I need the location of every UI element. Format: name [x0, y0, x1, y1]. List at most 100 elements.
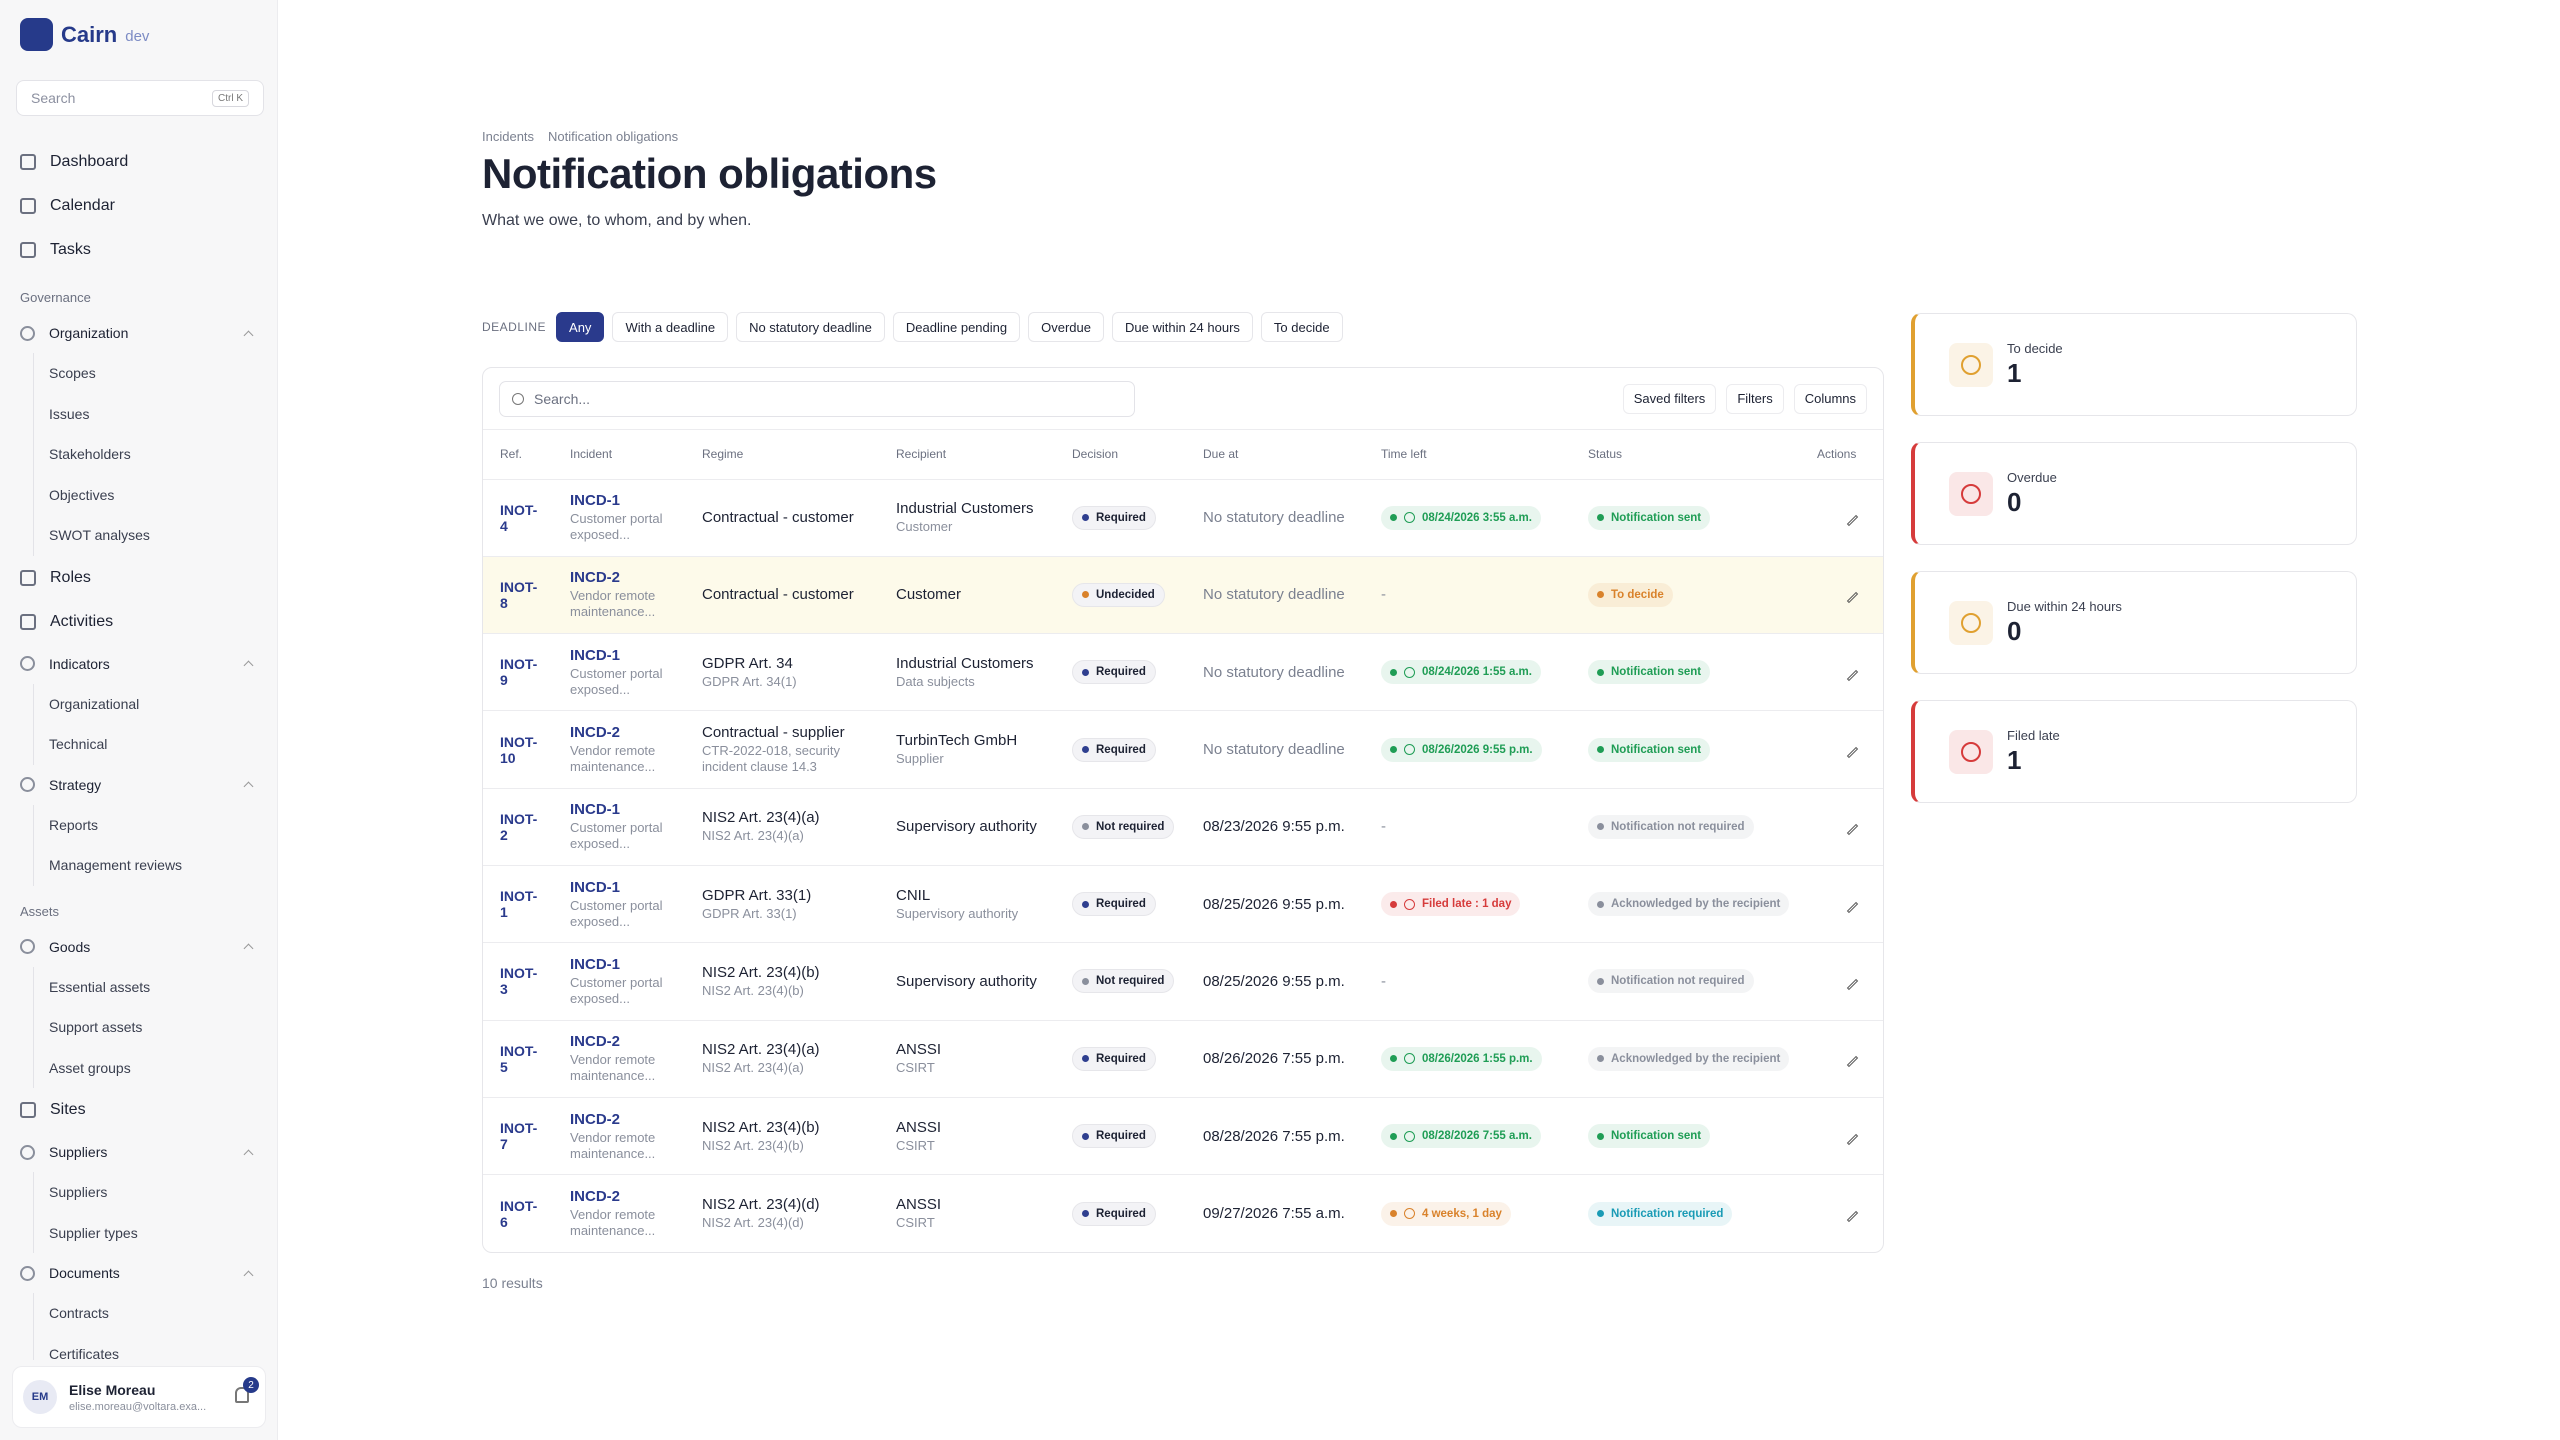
incident-link[interactable]: INCD-2	[570, 724, 621, 742]
table-row[interactable]: INOT-7 INCD-2 Vendor remote maintenance...…	[483, 1097, 1883, 1176]
table-row[interactable]: INOT-4 INCD-1 Customer portal exposed... Co…	[483, 479, 1883, 557]
nav-subitem[interactable]: Certificates	[33, 1333, 277, 1360]
column-header[interactable]: Recipient	[892, 430, 1068, 480]
table-row[interactable]: INOT-1 INCD-1 Customer portal exposed... GD…	[483, 865, 1883, 944]
stat-card[interactable]: To decide 1	[1911, 313, 2357, 416]
column-header[interactable]: Due at	[1199, 430, 1377, 480]
incident-link[interactable]: INCD-1	[570, 955, 621, 973]
incident-link[interactable]: INCD-1	[570, 878, 621, 896]
nav-subitem[interactable]: Suppliers	[33, 1172, 277, 1213]
column-header[interactable]: Incident	[566, 430, 698, 480]
ref[interactable]: INOT-9	[500, 656, 538, 689]
nav-subitem[interactable]: Technical	[33, 724, 277, 765]
nav-subitem[interactable]: Supplier types	[33, 1212, 277, 1253]
nav-item[interactable]: Dashboard	[0, 140, 277, 184]
table-row[interactable]: INOT-9 INCD-1 Customer portal exposed... GD…	[483, 633, 1883, 712]
nav-subitem[interactable]: Asset groups	[33, 1047, 277, 1088]
time-icon	[1404, 666, 1415, 678]
nav-subitem[interactable]: SWOT analyses	[33, 515, 277, 556]
edit-button[interactable]	[1846, 592, 1858, 604]
edit-button[interactable]	[1846, 746, 1858, 759]
breadcrumb-item[interactable]: Incidents	[482, 129, 535, 144]
logo[interactable]: Cairn dev	[20, 18, 149, 51]
nav-subitem[interactable]: Contracts	[33, 1293, 277, 1334]
table-row[interactable]: INOT-8 INCD-2 Vendor remote maintenance...…	[483, 556, 1883, 635]
incident-link[interactable]: INCD-1	[570, 646, 621, 664]
table-row[interactable]: INOT-5 INCD-2 Vendor remote maintenance...…	[483, 1020, 1883, 1098]
nav-item[interactable]: Activities	[0, 600, 277, 644]
nav-group[interactable]: Organization	[0, 313, 277, 353]
sidebar-search[interactable]: Search Ctrl K	[16, 80, 264, 116]
edit-button[interactable]	[1846, 1210, 1858, 1223]
nav-item[interactable]: Calendar	[0, 184, 277, 228]
nav-subitem[interactable]: Essential assets	[33, 966, 277, 1007]
ref[interactable]: INOT-4	[500, 501, 538, 534]
column-header[interactable]: Status	[1584, 430, 1813, 480]
incident-link[interactable]: INCD-2	[570, 1033, 621, 1051]
edit-button[interactable]	[1846, 978, 1858, 991]
nav-subitem[interactable]: Support assets	[33, 1007, 277, 1048]
filter-pill[interactable]: Overdue	[1028, 312, 1104, 342]
incident-link[interactable]: INCD-2	[570, 1110, 621, 1128]
incident-link[interactable]: INCD-2	[570, 1188, 621, 1206]
stat-card[interactable]: Filed late 1	[1911, 700, 2357, 803]
cell: Notification required	[1584, 1175, 1813, 1252]
nav-subitem[interactable]: Objectives	[33, 474, 277, 515]
column-header[interactable]: Regime	[698, 430, 892, 480]
filter-pill[interactable]: Deadline pending	[892, 312, 1021, 342]
stat-card[interactable]: Overdue 0	[1911, 442, 2357, 545]
edit-button[interactable]	[1846, 669, 1858, 681]
column-header[interactable]: Time left	[1377, 430, 1584, 480]
nav-subitem[interactable]: Organizational	[33, 683, 277, 724]
tool-button[interactable]: Columns	[1793, 383, 1867, 414]
edit-button[interactable]	[1846, 824, 1858, 836]
column-header[interactable]: Ref.	[483, 430, 566, 480]
nav-group[interactable]: Suppliers	[0, 1132, 277, 1172]
edit-button[interactable]	[1846, 901, 1858, 913]
nav-subitem[interactable]: Stakeholders	[33, 434, 277, 475]
cell: Contractual - customer	[698, 479, 892, 557]
ref[interactable]: INOT-1	[500, 888, 538, 921]
nav-item[interactable]: Roles	[0, 556, 277, 600]
ref[interactable]: INOT-6	[500, 1197, 538, 1230]
nav-subitem[interactable]: Scopes	[33, 353, 277, 394]
table-row[interactable]: INOT-6 INCD-2 Vendor remote maintenance...…	[483, 1175, 1883, 1252]
ref[interactable]: INOT-3	[500, 965, 538, 998]
column-header[interactable]: Decision	[1068, 430, 1199, 480]
ref[interactable]: INOT-5	[500, 1042, 538, 1075]
incident-link[interactable]: INCD-2	[570, 569, 621, 587]
filter-pill[interactable]: With a deadline	[612, 312, 729, 342]
nav-subitem[interactable]: Reports	[33, 804, 277, 845]
ref[interactable]: INOT-8	[500, 578, 538, 611]
incident-link[interactable]: INCD-1	[570, 492, 621, 510]
table-row[interactable]: INOT-10 INCD-2 Vendor remote maintenance..…	[483, 710, 1883, 789]
incident-link[interactable]: INCD-1	[570, 801, 621, 819]
stat-card[interactable]: Due within 24 hours 0	[1911, 571, 2357, 674]
tool-button[interactable]: Filters	[1726, 383, 1784, 414]
filter-pill[interactable]: No statutory deadline	[736, 312, 885, 342]
nav-subitem[interactable]: Management reviews	[33, 845, 277, 886]
table-search[interactable]: Search...	[499, 380, 1135, 417]
nav-item[interactable]: Sites	[0, 1088, 277, 1132]
nav-group[interactable]: Indicators	[0, 644, 277, 684]
ref[interactable]: INOT-2	[500, 810, 538, 843]
nav-group[interactable]: Documents	[0, 1253, 277, 1293]
nav-group[interactable]: Goods	[0, 927, 277, 967]
ref[interactable]: INOT-10	[500, 733, 538, 766]
nav-group[interactable]: Strategy	[0, 765, 277, 805]
edit-button[interactable]	[1846, 1056, 1858, 1068]
table-row[interactable]: INOT-2 INCD-1 Customer portal exposed... NI…	[483, 788, 1883, 866]
user-menu[interactable]: EM Elise Moreau elise.moreau@voltara.exa..…	[12, 1366, 266, 1428]
status-chip: Notification sent	[1588, 660, 1711, 685]
ref[interactable]: INOT-7	[500, 1120, 538, 1153]
tool-button[interactable]: Saved filters	[1622, 383, 1717, 414]
nav-subitem[interactable]: Issues	[33, 393, 277, 434]
nav-item[interactable]: Tasks	[0, 228, 277, 272]
bell[interactable]	[235, 1387, 249, 1403]
filter-pill[interactable]: To decide	[1260, 312, 1343, 342]
table-row[interactable]: INOT-3 INCD-1 Customer portal exposed... NI…	[483, 942, 1883, 1021]
filter-pill[interactable]: Due within 24 hours	[1112, 312, 1253, 342]
edit-button[interactable]	[1846, 1133, 1858, 1145]
edit-button[interactable]	[1846, 514, 1858, 527]
filter-pill[interactable]: Any	[556, 312, 605, 342]
